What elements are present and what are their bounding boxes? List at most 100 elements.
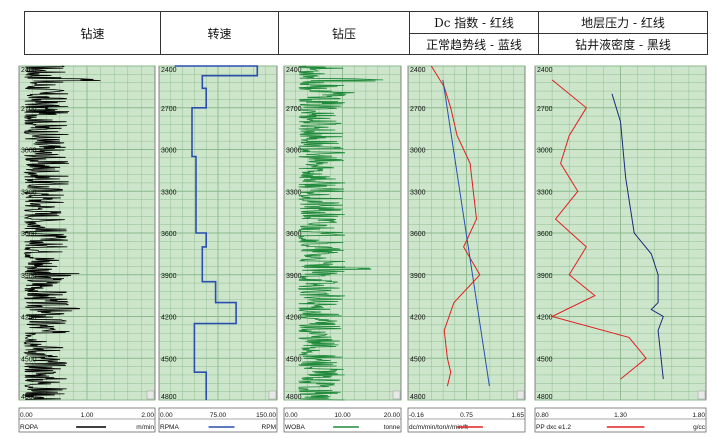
scroll-down-button[interactable] <box>146 390 155 400</box>
axis-tick-label: 0.00 <box>285 412 298 419</box>
scroll-down-button[interactable] <box>392 390 401 400</box>
depth-tick-label: 2400 <box>161 67 177 74</box>
scroll-down-button[interactable] <box>516 390 525 400</box>
header-rop-label: 钻速 <box>80 26 105 41</box>
footer-curve-name: dc/m/min/ton/r/min/ft <box>409 424 468 431</box>
depth-tick-label: 4500 <box>286 356 302 363</box>
axis-tick-label: 0.00 <box>160 412 173 419</box>
track-footer-1: 0.00 1.00 2.00 ROPA m/min <box>18 407 156 433</box>
depth-tick-label: 4200 <box>410 315 426 322</box>
depth-tick-label: 4500 <box>537 356 553 363</box>
series-line-2-1 <box>174 65 259 400</box>
depth-tick-label: 2400 <box>21 67 37 74</box>
footer-box <box>283 407 402 433</box>
depth-tick-label: 3000 <box>161 148 177 155</box>
axis-tick-label: 2.00 <box>141 412 154 419</box>
scroll-down-button[interactable] <box>697 390 706 400</box>
axis-tick-label: 20.00 <box>384 412 401 419</box>
series-line-1-1 <box>23 65 101 401</box>
footer-box <box>407 407 526 433</box>
header-wob-label: 钻压 <box>331 26 356 41</box>
track-footer-4: -0.16 0.75 1.65 dc/m/min/ton/r/min/ft <box>407 407 526 433</box>
depth-tick-label: 2700 <box>161 106 177 113</box>
depth-tick-label: 2700 <box>21 106 37 113</box>
header-pp-line1: 地层压力 - 红线 <box>538 11 708 34</box>
depth-tick-label: 3000 <box>21 148 37 155</box>
footer-curve-name: ROPA <box>20 424 39 431</box>
axis-tick-label: 1.00 <box>81 412 94 419</box>
depth-tick-label: 3600 <box>286 231 302 238</box>
depth-tick-label: 4800 <box>286 394 302 401</box>
series-line-3-1 <box>297 65 384 401</box>
depth-tick-label: 3300 <box>161 189 177 196</box>
footer-unit: tonne <box>384 424 401 431</box>
footer-unit: RPM <box>262 424 276 431</box>
footer-unit: m/min <box>136 424 154 431</box>
depth-tick-label: 4200 <box>537 315 553 322</box>
axis-tick-label: 1.30 <box>614 412 627 419</box>
depth-tick-label: 3600 <box>161 231 177 238</box>
axis-tick-label: 1.80 <box>692 412 705 419</box>
depth-tick-label: 3600 <box>21 231 37 238</box>
footer-unit: g/cc <box>693 424 706 431</box>
depth-tick-label: 3000 <box>537 148 553 155</box>
header-rpm: 转速 <box>160 11 279 55</box>
axis-tick-label: 1.65 <box>511 412 524 419</box>
series-line-5-1 <box>550 79 647 380</box>
depth-tick-label: 4500 <box>410 356 426 363</box>
depth-tick-label: 2700 <box>537 106 553 113</box>
depth-tick-label: 3900 <box>21 273 37 280</box>
depth-tick-label: 3300 <box>286 189 302 196</box>
footer-curve-name: WOBA <box>285 424 306 431</box>
depth-tick-label: 3900 <box>161 273 177 280</box>
header-trend-label: 正常趋势线 - 蓝线 <box>426 37 522 52</box>
depth-tick-label: 4500 <box>161 356 177 363</box>
depth-tick-label: 2700 <box>286 106 302 113</box>
track-2: 2400 2700 3000 3300 3600 3900 4200 4500 4800 <box>158 65 278 401</box>
header-dc-label: Dc 指数 - 红线 <box>434 16 514 30</box>
header-rpm-label: 转速 <box>207 26 232 41</box>
track-4: 2400 2700 3000 3300 3600 3900 4200 4500 4800 <box>407 65 526 401</box>
track-1: 2400 2700 3000 3300 3600 3900 4200 4500 4800 <box>18 65 156 401</box>
depth-tick-label: 3900 <box>410 273 426 280</box>
depth-tick-label: 4800 <box>21 394 37 401</box>
track-3: 2400 2700 3000 3300 3600 3900 4200 4500 4800 <box>283 65 402 401</box>
header-pp-line2: 钻井液密度 - 黑线 <box>538 33 708 55</box>
depth-tick-label: 2400 <box>537 67 553 74</box>
series-line-4-1 <box>430 65 481 387</box>
axis-tick-label: 75.00 <box>210 412 227 419</box>
axis-tick-label: 0.00 <box>20 412 33 419</box>
depth-tick-label: 4200 <box>161 315 177 322</box>
axis-tick-label: 0.80 <box>536 412 549 419</box>
depth-tick-label: 4200 <box>21 315 37 322</box>
depth-tick-label: 3600 <box>410 231 426 238</box>
depth-tick-label: 3900 <box>286 273 302 280</box>
header-pp-label: 地层压力 - 红线 <box>581 16 665 30</box>
scroll-down-button[interactable] <box>268 390 277 400</box>
footer-curve-name: PP dxc e1.2 <box>536 424 571 431</box>
depth-tick-label: 4800 <box>410 394 426 401</box>
depth-tick-label: 4800 <box>537 394 553 401</box>
depth-tick-label: 4200 <box>286 315 302 322</box>
depth-tick-label: 2400 <box>286 67 302 74</box>
track-footer-3: 0.00 10.00 20.00 WOBA tonne <box>283 407 402 433</box>
series-line-5-2 <box>611 93 664 380</box>
depth-tick-label: 3900 <box>537 273 553 280</box>
depth-tick-label: 3300 <box>21 189 37 196</box>
depth-tick-label: 2700 <box>410 106 426 113</box>
depth-tick-label: 4800 <box>161 394 177 401</box>
axis-tick-label: 0.75 <box>460 412 473 419</box>
track-footer-2: 0.00 75.00 150.00 RPMA RPM <box>158 407 278 433</box>
axis-tick-label: 10.00 <box>334 412 351 419</box>
track-5: 2400 2700 3000 3300 3600 3900 4200 4500 4800 <box>534 65 707 401</box>
depth-tick-label: 2400 <box>410 67 426 74</box>
depth-tick-label: 3000 <box>286 148 302 155</box>
footer-box <box>534 407 707 433</box>
track-header: 钻速 转速 钻压 Dc 指数 - 红线 正常趋势线 - 蓝线 地层压力 - 红线… <box>24 11 708 55</box>
footer-box <box>158 407 278 433</box>
depth-tick-label: 4500 <box>21 356 37 363</box>
depth-tick-label: 3600 <box>537 231 553 238</box>
header-dc-line2: 正常趋势线 - 蓝线 <box>409 33 539 55</box>
depth-tick-label: 3300 <box>537 189 553 196</box>
